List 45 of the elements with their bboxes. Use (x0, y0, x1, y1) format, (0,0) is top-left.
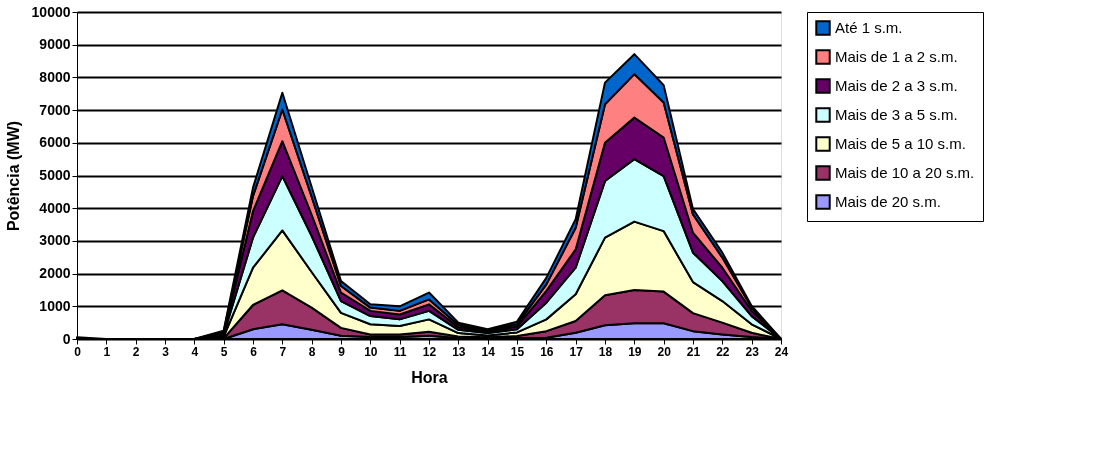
y-tick-label: 1000 (39, 297, 71, 314)
y-tick-label: 10000 (31, 3, 71, 20)
x-tick-label: 9 (338, 344, 346, 359)
y-tick-label: 9000 (39, 36, 71, 53)
x-tick-label: 2 (132, 344, 140, 359)
y-tick-label: 6000 (39, 134, 71, 151)
y-tick-label: 8000 (39, 68, 71, 85)
x-tick-label: 3 (162, 344, 170, 359)
x-tick-label: 14 (481, 344, 496, 359)
x-tick-label: 12 (422, 344, 437, 359)
x-tick-label: 15 (510, 344, 525, 359)
x-axis-title: Hora (411, 368, 448, 386)
x-tick-label: 20 (657, 344, 672, 359)
x-tick-label: 4 (191, 344, 199, 359)
x-tick-label: 23 (745, 344, 760, 359)
y-axis-title: Potência (MW) (4, 120, 22, 232)
legend-label: Mais de 3 a 5 s.m. (835, 106, 958, 123)
x-tick-label: 16 (540, 344, 554, 359)
legend-label: Até 1 s.m. (835, 19, 903, 36)
x-tick-label: 0 (74, 344, 82, 359)
y-tick-label: 3000 (39, 232, 71, 249)
x-tick-label: 8 (308, 344, 316, 359)
legend-label: Mais de 10 a 20 s.m. (835, 164, 975, 181)
x-tick-label: 19 (628, 344, 642, 359)
y-tick-label: 5000 (39, 167, 71, 183)
x-tick-label: 7 (279, 344, 287, 359)
legend-label: Mais de 20 s.m. (835, 193, 941, 210)
y-tick-label: 0 (62, 330, 71, 347)
x-tick-label: 18 (598, 344, 613, 359)
x-tick-label: 22 (716, 344, 730, 359)
x-tick-label: 5 (220, 344, 228, 359)
x-tick-label: 6 (250, 344, 258, 359)
y-tick-label: 7000 (39, 101, 71, 118)
x-tick-label: 13 (452, 344, 466, 359)
x-tick-label: 17 (569, 344, 584, 359)
x-tick-label: 1 (103, 344, 111, 359)
x-tick-label: 24 (774, 344, 789, 359)
y-tick-label: 4000 (39, 199, 71, 216)
x-tick-label: 11 (393, 344, 407, 359)
x-tick-label: 10 (364, 344, 378, 359)
legend-label: Mais de 2 a 3 s.m. (835, 77, 958, 94)
x-tick-label: 21 (686, 344, 701, 359)
legend-label: Mais de 5 a 10 s.m. (835, 135, 966, 152)
y-tick-label: 2000 (39, 265, 71, 282)
legend-label: Mais de 1 a 2 s.m. (835, 48, 958, 65)
